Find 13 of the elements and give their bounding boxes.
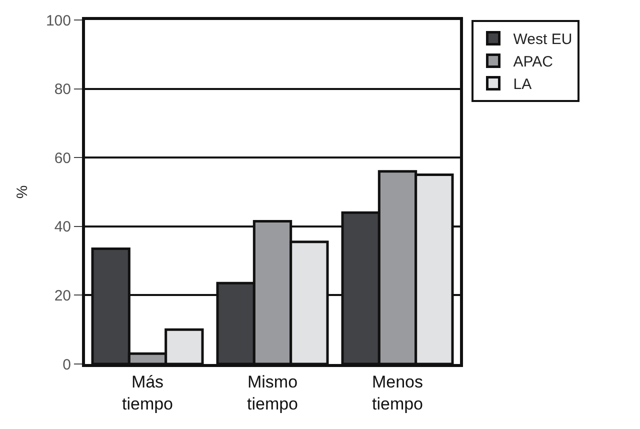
y-tick-label: 60 — [54, 150, 71, 167]
y-tick-label: 100 — [46, 12, 71, 30]
x-tick-label: Más tiempo — [122, 372, 174, 414]
x-tick-label: Menos tiempo — [372, 372, 424, 414]
legend-label: West EU — [513, 31, 572, 48]
y-tick-label: 80 — [54, 81, 71, 98]
legend-label: LA — [513, 76, 532, 94]
y-axis-title: % — [14, 185, 32, 199]
legend-label: APAC — [513, 54, 554, 71]
y-tick-label: 0 — [62, 356, 71, 374]
y-tick-label: 40 — [54, 218, 71, 236]
x-tick-label: Mismo tiempo — [246, 372, 298, 414]
y-tick-label: 20 — [54, 287, 71, 304]
